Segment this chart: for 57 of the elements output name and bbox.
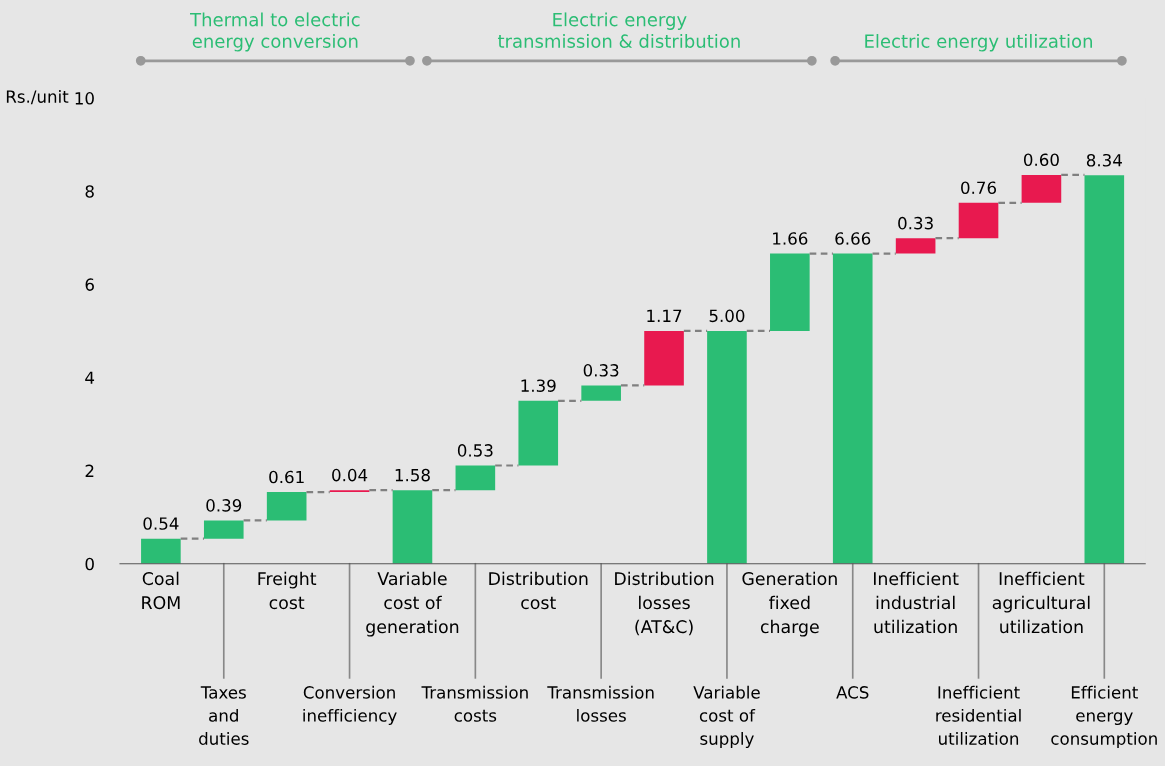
bar [581, 385, 621, 401]
x-tick-label: Efficient energy consumption [1051, 685, 1157, 749]
x-tick-label: Freight cost [258, 571, 317, 610]
data-label: 0.33 [583, 364, 619, 377]
x-tick-label: Inefficient industrial utilization [873, 571, 959, 634]
data-label: 5.00 [709, 309, 745, 323]
text: Electric energy transmission & distribution [497, 12, 740, 48]
bar [1021, 174, 1062, 203]
data-label: 0.60 [1023, 153, 1059, 167]
data-label: 8.34 [1086, 153, 1122, 167]
y-tick-label: 6 [85, 278, 94, 291]
x-tick-label: Inefficient residential utilization [936, 685, 1021, 745]
bar [707, 330, 747, 564]
x-tick-label: Inefficient agricultural utilization [992, 571, 1090, 634]
y-axis-title: Rs./unit [6, 89, 69, 105]
x-tick-label: Variable cost of supply [693, 685, 760, 749]
x-tick-label: Transmission costs [421, 685, 528, 722]
data-label: 0.54 [143, 517, 179, 530]
data-label: 1.58 [395, 468, 430, 482]
data-label: 0.33 [898, 216, 933, 230]
bar [141, 538, 181, 564]
text: Thermal to electric energy conversion [190, 12, 360, 52]
bar [392, 490, 433, 564]
x-tick-label: Distribution cost [489, 571, 588, 610]
x-tick-label: Coal ROM [142, 571, 180, 610]
x-tick-label: Conversion inefficiency [303, 685, 397, 726]
y-tick-label: 2 [85, 464, 94, 477]
x-tick-label: Taxes and duties [199, 686, 249, 745]
y-tick-label: 10 [75, 92, 94, 105]
bar [1084, 175, 1125, 564]
data-label: 0.39 [206, 499, 242, 512]
bar [203, 520, 244, 539]
data-label: 1.17 [647, 309, 682, 322]
bar [455, 465, 496, 491]
data-label: 0.76 [961, 181, 997, 195]
bar [832, 253, 873, 564]
x-tick-label: Generation fixed charge [742, 571, 837, 637]
bar [644, 330, 684, 386]
bar [958, 202, 999, 239]
data-label: 6.66 [835, 232, 871, 245]
bar [518, 400, 559, 466]
bar [266, 492, 307, 521]
data-label: 1.66 [773, 232, 808, 245]
y-tick-label: 4 [85, 371, 95, 384]
text: Electric energy utilization [865, 34, 1092, 52]
x-tick-label: Transmission losses [547, 685, 654, 722]
bar [895, 238, 936, 254]
data-label: 0.53 [457, 444, 493, 457]
data-label: 0.61 [269, 470, 304, 484]
data-label: 0.04 [332, 468, 368, 482]
y-tick-label: 0 [85, 557, 94, 571]
bar [770, 253, 810, 331]
data-label: 1.39 [521, 379, 556, 392]
y-tick-label: 8 [85, 185, 94, 198]
x-tick-label: ACS [836, 686, 869, 699]
x-tick-label: Distribution losses (AT&C) [615, 571, 714, 636]
x-tick-label: Variable cost of generation [366, 571, 459, 637]
